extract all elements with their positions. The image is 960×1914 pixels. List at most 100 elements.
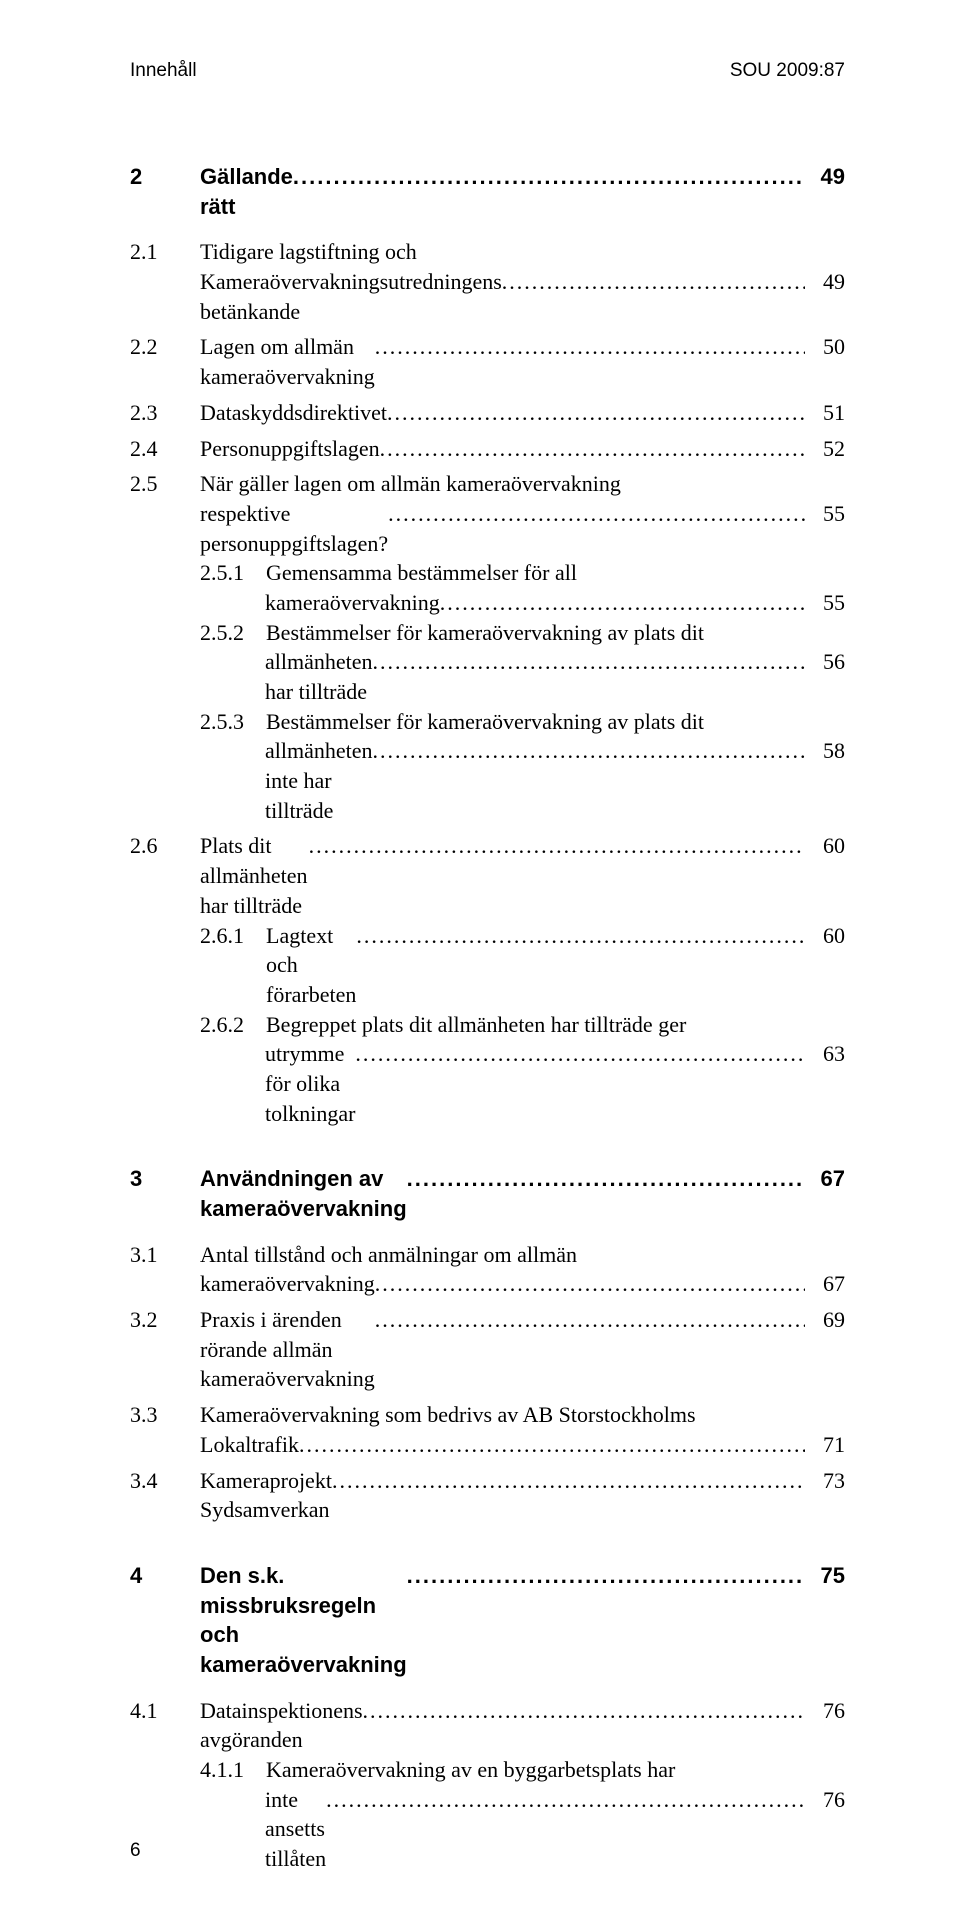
toc-gap: [130, 1224, 845, 1240]
toc-title: allmänheten inte har tillträde: [265, 736, 373, 825]
header-left: Innehåll: [130, 60, 197, 82]
toc-number: 2.6.1: [200, 921, 266, 951]
toc-leader: [375, 1269, 805, 1299]
running-header: Innehåll SOU 2009:87: [130, 60, 845, 82]
toc-title: Gemensamma bestämmelser för all: [266, 558, 577, 588]
toc-number: 2.1: [130, 237, 200, 267]
toc-title: kameraövervakning: [265, 588, 440, 618]
toc-line: 4.1Datainspektionens avgöranden76: [130, 1696, 845, 1755]
toc-title: Praxis i ärenden rörande allmän kameraöv…: [200, 1305, 375, 1394]
toc-leader: [407, 1164, 805, 1194]
toc-line: 3Användningen av kameraövervakning67: [130, 1164, 845, 1223]
toc-number: 3.3: [130, 1400, 200, 1430]
toc-page: 49: [805, 162, 845, 192]
toc-leader: [375, 1305, 805, 1335]
toc-line: 2.2Lagen om allmän kameraövervakning50: [130, 332, 845, 391]
toc-title: Tidigare lagstiftning och: [200, 237, 417, 267]
toc-leader: [355, 1039, 805, 1069]
toc-title: Kameraövervakning av en byggarbetsplats …: [266, 1755, 675, 1785]
toc-line: inte ansetts tillåten 76: [130, 1785, 845, 1874]
toc-number: 3.1: [130, 1240, 200, 1270]
toc-line: 4.1.1Kameraövervakning av en byggarbetsp…: [130, 1755, 845, 1785]
toc-title: Lagen om allmän kameraövervakning: [200, 332, 375, 391]
toc-title: Kameraprojekt Sydsamverkan: [200, 1466, 332, 1525]
toc-page: 63: [805, 1039, 845, 1069]
toc-line: respektive personuppgiftslagen? 55: [130, 499, 845, 558]
toc-page: 49: [805, 267, 845, 297]
toc-title: inte ansetts tillåten: [265, 1785, 326, 1874]
toc-page: 58: [805, 736, 845, 766]
toc-leader: [299, 1430, 805, 1460]
toc-line: 2.6Plats dit allmänheten har tillträde60: [130, 831, 845, 920]
toc-title: Antal tillstånd och anmälningar om allmä…: [200, 1240, 577, 1270]
toc-line: 3.2Praxis i ärenden rörande allmän kamer…: [130, 1305, 845, 1394]
toc-title: Begreppet plats dit allmänheten har till…: [266, 1010, 686, 1040]
toc-title: Plats dit allmänheten har tillträde: [200, 831, 309, 920]
toc-line: utrymme för olika tolkningar 63: [130, 1039, 845, 1128]
toc-title: Kameraövervakning som bedrivs av AB Stor…: [200, 1400, 696, 1430]
toc-title: Bestämmelser för kameraövervakning av pl…: [266, 707, 704, 737]
toc-line: 2.5.1Gemensamma bestämmelser för all: [130, 558, 845, 588]
toc-leader: [407, 1561, 805, 1591]
toc-leader: [373, 736, 805, 766]
toc-leader: [440, 588, 805, 618]
toc-page: 69: [805, 1305, 845, 1335]
toc-page: 56: [805, 647, 845, 677]
toc-line: 3.4Kameraprojekt Sydsamverkan73: [130, 1466, 845, 1525]
toc-gap: [130, 221, 845, 237]
toc-page: 67: [805, 1269, 845, 1299]
toc-leader: [356, 921, 805, 951]
toc-number: 3: [130, 1164, 200, 1194]
toc-page: 71: [805, 1430, 845, 1460]
toc-title: Lokaltrafik: [200, 1430, 299, 1460]
toc-number: 2.6: [130, 831, 200, 861]
toc-leader: [326, 1785, 805, 1815]
toc-line: kameraövervakning 67: [130, 1269, 845, 1299]
toc-number: 2.4: [130, 434, 200, 464]
toc-leader: [388, 499, 805, 529]
toc-number: 2.5.2: [200, 618, 266, 648]
toc-line: Lokaltrafik 71: [130, 1430, 845, 1460]
toc-leader: [380, 434, 805, 464]
toc-number: 4.1.1: [200, 1755, 266, 1785]
toc-title: utrymme för olika tolkningar: [265, 1039, 355, 1128]
toc-number: 2.2: [130, 332, 200, 362]
table-of-contents: 2Gällande rätt49 2.1Tidigare lagstiftning…: [130, 162, 845, 1874]
toc-line: 2.5När gäller lagen om allmän kameraöver…: [130, 469, 845, 499]
toc-leader: [309, 831, 805, 861]
toc-title: allmänheten har tillträde: [265, 647, 373, 706]
toc-title: När gäller lagen om allmän kameraövervak…: [200, 469, 621, 499]
toc-line: 2.5.2Bestämmelser för kameraövervakning …: [130, 618, 845, 648]
toc-number: 2: [130, 162, 200, 192]
toc-page: 75: [805, 1561, 845, 1591]
toc-page: 76: [805, 1696, 845, 1726]
toc-line: 2.6.2Begreppet plats dit allmänheten har…: [130, 1010, 845, 1040]
toc-number: 3.2: [130, 1305, 200, 1335]
page-number: 6: [130, 1840, 141, 1862]
toc-leader: [363, 1696, 805, 1726]
toc-title: Personuppgiftslagen: [200, 434, 380, 464]
toc-title: respektive personuppgiftslagen?: [200, 499, 388, 558]
toc-page: 67: [805, 1164, 845, 1194]
toc-line: 3.1Antal tillstånd och anmälningar om al…: [130, 1240, 845, 1270]
toc-line: 2Gällande rätt49: [130, 162, 845, 221]
toc-page: 55: [805, 499, 845, 529]
toc-title: Lagtext och förarbeten: [266, 921, 356, 1010]
toc-line: 2.6.1Lagtext och förarbeten60: [130, 921, 845, 1010]
toc-leader: [373, 647, 805, 677]
toc-title: kameraövervakning: [200, 1269, 375, 1299]
toc-line: 3.3Kameraövervakning som bedrivs av AB S…: [130, 1400, 845, 1430]
toc-leader: [375, 332, 805, 362]
toc-page: 76: [805, 1785, 845, 1815]
toc-page: 52: [805, 434, 845, 464]
toc-title: Kameraövervakningsutredningens betänkand…: [200, 267, 502, 326]
toc-number: 3.4: [130, 1466, 200, 1496]
toc-line: allmänheten inte har tillträde 58: [130, 736, 845, 825]
toc-number: 2.5: [130, 469, 200, 499]
toc-number: 2.5.3: [200, 707, 266, 737]
toc-gap: [130, 1525, 845, 1561]
toc-leader: [332, 1466, 805, 1496]
toc-gap: [130, 1680, 845, 1696]
toc-line: 2.5.3Bestämmelser för kameraövervakning …: [130, 707, 845, 737]
toc-title: Datainspektionens avgöranden: [200, 1696, 363, 1755]
